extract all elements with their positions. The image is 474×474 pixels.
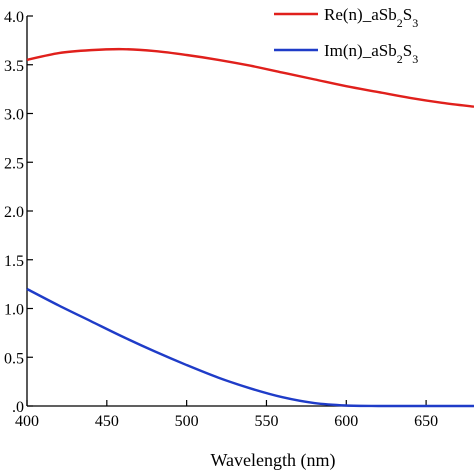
x-tick-label: 600 bbox=[334, 413, 358, 430]
x-axis-title: Wavelength (nm) bbox=[210, 450, 335, 471]
y-tick-label: 1.5 bbox=[4, 253, 24, 270]
y-tick-label: .0 bbox=[12, 399, 24, 416]
y-ticks: .0 0.5 1.0 1.5 2.0 2.5 3.0 3.5 4.0 bbox=[4, 9, 33, 416]
series-line-re-n bbox=[26, 47, 474, 108]
y-tick-label: 4.0 bbox=[4, 9, 24, 26]
y-tick-label: 1.0 bbox=[4, 302, 24, 319]
y-tick-label: 0.5 bbox=[4, 350, 24, 367]
x-tick-label: 400 bbox=[15, 413, 39, 430]
x-tick-label: 500 bbox=[175, 413, 199, 430]
legend: Re(n)_aSb2S3 Im(n)_aSb2S3 bbox=[274, 5, 418, 66]
y-tick-label: 2.0 bbox=[4, 204, 24, 221]
y-tick-label: 3.5 bbox=[4, 58, 24, 75]
y-tick-label: 3.0 bbox=[4, 107, 24, 124]
legend-label: Re(n)_aSb2S3 bbox=[324, 5, 418, 30]
plot-frame bbox=[26, 16, 474, 407]
legend-label: Im(n)_aSb2S3 bbox=[324, 41, 418, 66]
x-tick-label: 650 bbox=[414, 413, 438, 430]
series-lines bbox=[26, 47, 474, 408]
x-tick-label: 450 bbox=[95, 413, 119, 430]
x-tick-label: 550 bbox=[254, 413, 278, 430]
y-tick-label: 2.5 bbox=[4, 155, 24, 172]
series-line-im-n bbox=[26, 287, 474, 408]
x-ticks: 400 450 500 550 600 650 bbox=[15, 400, 438, 430]
